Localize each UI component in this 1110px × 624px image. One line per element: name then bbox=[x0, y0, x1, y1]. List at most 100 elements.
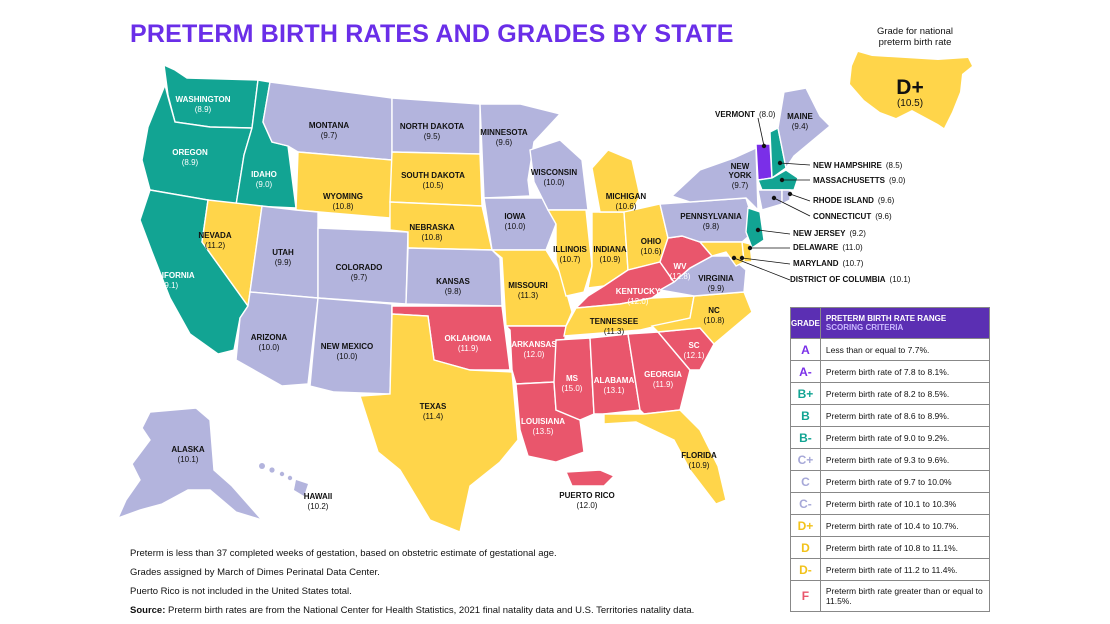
legend-text: Preterm birth rate of 8.2 to 8.5%. bbox=[819, 382, 991, 405]
callout-dc-rate: (10.1) bbox=[890, 275, 911, 284]
label-ne-rate: (10.8) bbox=[422, 233, 443, 242]
state-md[interactable] bbox=[698, 241, 745, 267]
note-grades: Grades assigned by March of Dimes Perina… bbox=[130, 567, 380, 578]
label-ca-name: CALIFORNIA bbox=[145, 271, 195, 280]
leader-ct bbox=[773, 197, 811, 217]
legend-row: B Preterm birth rate of 8.6 to 8.9%. bbox=[790, 404, 991, 427]
state-nc[interactable] bbox=[650, 291, 753, 345]
dot-vt bbox=[761, 143, 767, 149]
callout-ri-name: RHODE ISLAND bbox=[813, 196, 874, 205]
state-ks[interactable] bbox=[405, 247, 503, 307]
state-tx[interactable] bbox=[359, 313, 519, 533]
dot-ri bbox=[787, 191, 793, 197]
label-al-name: ALABAMA bbox=[594, 376, 635, 385]
callout-ct-rate: (9.6) bbox=[875, 212, 892, 221]
national-grade: D+ bbox=[896, 76, 923, 99]
label-mo-rate: (11.3) bbox=[518, 291, 539, 300]
note-source: Source: Preterm birth rates are from the… bbox=[130, 605, 694, 616]
dot-nh bbox=[777, 160, 783, 166]
callout-de-rate: (11.0) bbox=[842, 243, 863, 252]
state-mo[interactable] bbox=[490, 249, 573, 327]
legend-row: D Preterm birth rate of 10.8 to 11.1%. bbox=[790, 536, 991, 559]
label-mn-name: MINNESOTA bbox=[480, 128, 528, 137]
label-mt-name: MONTANA bbox=[309, 121, 350, 130]
label-fl-name: FLORIDA bbox=[681, 451, 717, 460]
callout-dc: DISTRICT OF COLUMBIA (10.1) bbox=[790, 275, 911, 284]
callout-ct: CONNECTICUT (9.6) bbox=[813, 212, 892, 221]
label-mi-rate: (10.6) bbox=[616, 202, 637, 211]
label-ky-name: KENTUCKY bbox=[616, 287, 661, 296]
legend-grade: A- bbox=[790, 360, 821, 383]
label-wv-rate: (12.8) bbox=[670, 272, 691, 281]
label-sd-name: SOUTH DAKOTA bbox=[401, 171, 465, 180]
label-ar-name: ARKANSAS bbox=[511, 340, 557, 349]
label-ia-name: IOWA bbox=[504, 212, 526, 221]
state-hi[interactable] bbox=[259, 463, 308, 496]
label-ga-rate: (11.9) bbox=[653, 380, 674, 389]
callout-ma-name: MASSACHUSETTS bbox=[813, 176, 886, 185]
label-nm-name: NEW MEXICO bbox=[321, 342, 373, 351]
page-title: PRETERM BIRTH RATES AND GRADES BY STATE bbox=[130, 20, 734, 48]
state-ny[interactable] bbox=[670, 146, 759, 212]
label-tx-name: TEXAS bbox=[420, 402, 447, 411]
state-nm[interactable] bbox=[309, 297, 393, 395]
legend-header-grade: GRADE bbox=[790, 307, 821, 339]
label-tn-rate: (11.3) bbox=[604, 327, 625, 336]
callout-nj-name: NEW JERSEY bbox=[793, 229, 846, 238]
callout-nh-rate: (8.5) bbox=[886, 161, 903, 170]
dot-ct bbox=[771, 195, 777, 201]
state-al[interactable] bbox=[589, 333, 641, 415]
label-nv-rate: (11.2) bbox=[205, 241, 226, 250]
label-mi-name: MICHIGAN bbox=[606, 192, 647, 201]
label-ok-rate: (11.9) bbox=[458, 344, 479, 353]
note-definition: Preterm is less than 37 completed weeks … bbox=[130, 548, 557, 559]
callout-ma-rate: (9.0) bbox=[889, 176, 906, 185]
label-or-rate: (8.9) bbox=[182, 158, 199, 167]
callout-md: MARYLAND (10.7) bbox=[793, 259, 864, 268]
callout-md-name: MARYLAND bbox=[793, 259, 839, 268]
label-la-name: LOUISIANA bbox=[521, 417, 565, 426]
legend-text: Preterm birth rate of 9.7 to 10.0% bbox=[819, 470, 991, 493]
state-mi[interactable] bbox=[591, 149, 641, 213]
legend-text: Preterm birth rate of 11.2 to 11.4%. bbox=[819, 558, 991, 581]
legend-grade: C bbox=[790, 470, 821, 493]
label-me-rate: (9.4) bbox=[792, 122, 809, 131]
label-pr-name: PUERTO RICO bbox=[559, 491, 614, 500]
label-ms-rate: (15.0) bbox=[562, 384, 583, 393]
state-wi[interactable] bbox=[529, 139, 589, 211]
dot-de bbox=[747, 245, 753, 251]
label-nd-name: NORTH DAKOTA bbox=[400, 122, 465, 131]
label-mn-rate: (9.6) bbox=[496, 138, 513, 147]
legend-row: B+ Preterm birth rate of 8.2 to 8.5%. bbox=[790, 382, 991, 405]
legend-header-range-title: PRETERM BIRTH RATE RANGE bbox=[825, 314, 947, 323]
legend-text: Preterm birth rate of 9.0 to 9.2%. bbox=[819, 426, 991, 449]
state-ak[interactable] bbox=[116, 407, 265, 522]
legend-grade: C- bbox=[790, 492, 821, 515]
dot-nj bbox=[755, 227, 761, 233]
state-ia[interactable] bbox=[483, 197, 557, 251]
label-wy-name: WYOMING bbox=[323, 192, 363, 201]
label-ny-rate: (9.7) bbox=[732, 181, 749, 190]
state-nj[interactable] bbox=[745, 207, 765, 250]
leader-md bbox=[741, 257, 791, 265]
label-me-name: MAINE bbox=[787, 112, 813, 121]
label-wi-rate: (10.0) bbox=[544, 178, 565, 187]
footnotes: Preterm is less than 37 completed weeks … bbox=[130, 548, 694, 624]
callout-vt: VERMONT (8.0) bbox=[715, 110, 776, 119]
state-fl[interactable] bbox=[603, 409, 727, 505]
national-caption-line1: Grade for national bbox=[876, 26, 954, 37]
territory-pr[interactable] bbox=[564, 469, 616, 487]
state-il[interactable] bbox=[546, 209, 593, 297]
label-hi-name: HAWAII bbox=[304, 492, 332, 501]
state-me[interactable] bbox=[777, 87, 832, 170]
national-caption-line2: preterm birth rate bbox=[878, 37, 952, 48]
callout-vt-name: VERMONT bbox=[715, 110, 755, 119]
legend-row: A Less than or equal to 7.7%. bbox=[790, 338, 991, 361]
state-ri[interactable] bbox=[781, 189, 791, 206]
label-ny-name-2: YORK bbox=[728, 171, 751, 180]
label-al-rate: (13.1) bbox=[604, 386, 625, 395]
state-vt[interactable] bbox=[755, 143, 773, 181]
label-tx-rate: (11.4) bbox=[423, 412, 444, 421]
legend-grade: D+ bbox=[790, 514, 821, 537]
